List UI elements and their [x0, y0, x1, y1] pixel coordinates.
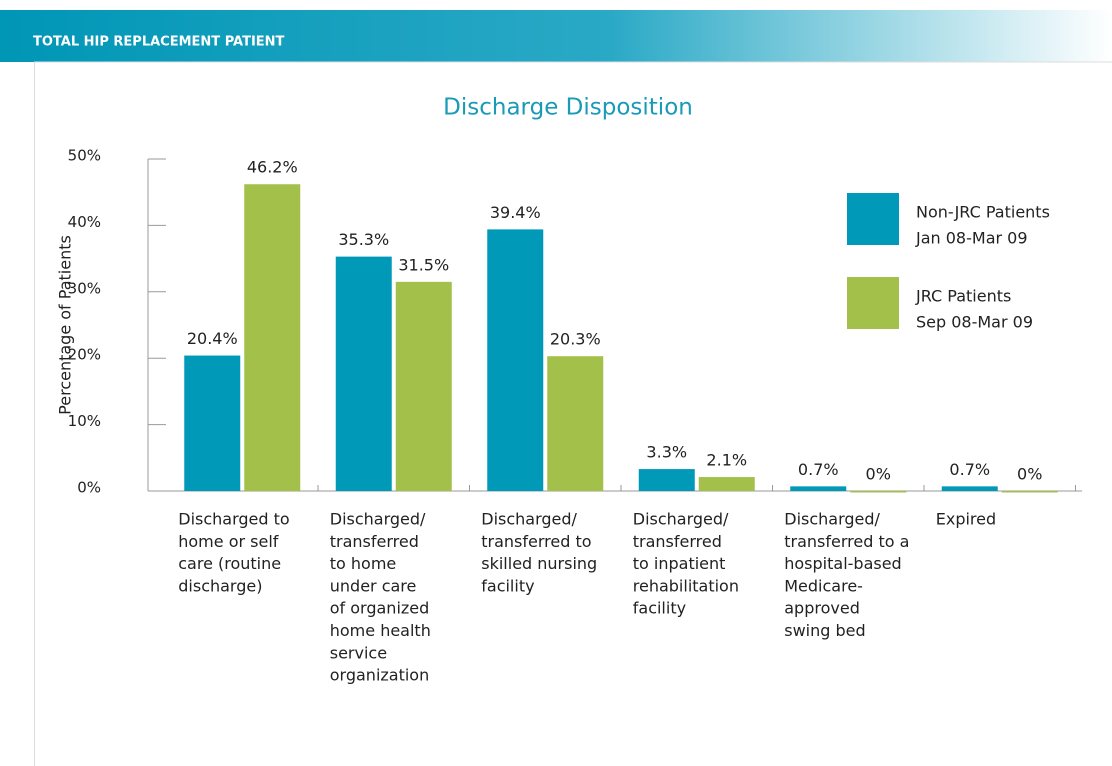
- value-label: 2.1%: [706, 451, 747, 470]
- legend-swatch: [847, 193, 899, 245]
- x-tick-label: Medicare-: [784, 576, 863, 595]
- x-tick-label: Discharged/: [633, 510, 729, 529]
- y-tick-label: 0%: [77, 479, 101, 497]
- bar: [941, 486, 998, 491]
- x-tick-label: under care: [330, 576, 417, 595]
- bar: [395, 281, 452, 491]
- header-title: TOTAL HIP REPLACEMENT PATIENT: [33, 35, 285, 50]
- x-tick-label: organization: [330, 666, 429, 685]
- x-tick-label: home health: [330, 621, 431, 640]
- x-tick-label: transferred: [633, 532, 722, 551]
- value-label: 0.7%: [798, 460, 839, 479]
- y-axis-label: Percentage of Patients: [56, 235, 75, 415]
- x-tick-label: service: [330, 643, 387, 662]
- x-tick-label: skilled nursing: [481, 554, 597, 573]
- x-tick-label: home or self: [178, 532, 279, 551]
- header-banner: [0, 10, 1112, 62]
- bar: [638, 469, 695, 491]
- x-tick-label: rehabilitation: [633, 576, 739, 595]
- x-tick-label: Discharged/: [784, 510, 880, 529]
- x-tick-label: of organized: [330, 599, 430, 618]
- x-tick-label: to inpatient: [633, 554, 726, 573]
- x-tick-label: discharge): [178, 576, 262, 595]
- value-label: 46.2%: [247, 158, 298, 177]
- x-tick-label: facility: [481, 576, 534, 595]
- x-tick-label: facility: [633, 599, 686, 618]
- legend-swatch: [847, 277, 899, 329]
- bar: [244, 184, 301, 491]
- value-label: 39.4%: [490, 203, 541, 222]
- value-label: 0.7%: [949, 460, 990, 479]
- x-tick-label: care (routine: [178, 554, 281, 573]
- value-label: 0%: [866, 465, 891, 484]
- bar: [790, 486, 847, 491]
- bar: [335, 256, 392, 491]
- value-label: 3.3%: [646, 443, 687, 462]
- legend-label: Sep 08-Mar 09: [916, 313, 1033, 332]
- x-tick-label: Discharged/: [330, 510, 426, 529]
- legend-label: JRC Patients: [915, 287, 1011, 306]
- panel-border: [34, 61, 1112, 766]
- legend-label: Jan 08-Mar 09: [915, 229, 1028, 248]
- y-tick-label: 40%: [68, 213, 101, 231]
- bar: [547, 356, 604, 491]
- y-tick-label: 20%: [68, 346, 101, 364]
- value-label: 20.4%: [187, 329, 238, 348]
- bar: [698, 477, 755, 491]
- chart-title: Discharge Disposition: [443, 95, 693, 121]
- x-tick-label: Discharged to: [178, 510, 289, 529]
- x-tick-label: transferred to a: [784, 532, 909, 551]
- x-tick-label: Discharged/: [481, 510, 577, 529]
- y-tick-label: 10%: [68, 412, 101, 430]
- x-tick-label: transferred to: [481, 532, 591, 551]
- value-label: 35.3%: [338, 230, 389, 249]
- legend-label: Non-JRC Patients: [916, 203, 1050, 222]
- x-tick-label: swing bed: [784, 621, 865, 640]
- bar: [850, 491, 907, 493]
- x-tick-label: to home: [330, 554, 397, 573]
- y-tick-label: 30%: [68, 279, 101, 297]
- bar: [1001, 491, 1058, 493]
- x-tick-label: Expired: [936, 510, 996, 529]
- bar: [487, 229, 544, 491]
- x-tick-label: hospital-based: [784, 554, 901, 573]
- x-tick-label: transferred: [330, 532, 419, 551]
- value-label: 31.5%: [398, 255, 449, 274]
- value-label: 20.3%: [550, 330, 601, 349]
- bar: [184, 355, 241, 491]
- x-tick-label: approved: [784, 599, 860, 618]
- y-tick-label: 50%: [68, 147, 101, 165]
- value-label: 0%: [1017, 465, 1042, 484]
